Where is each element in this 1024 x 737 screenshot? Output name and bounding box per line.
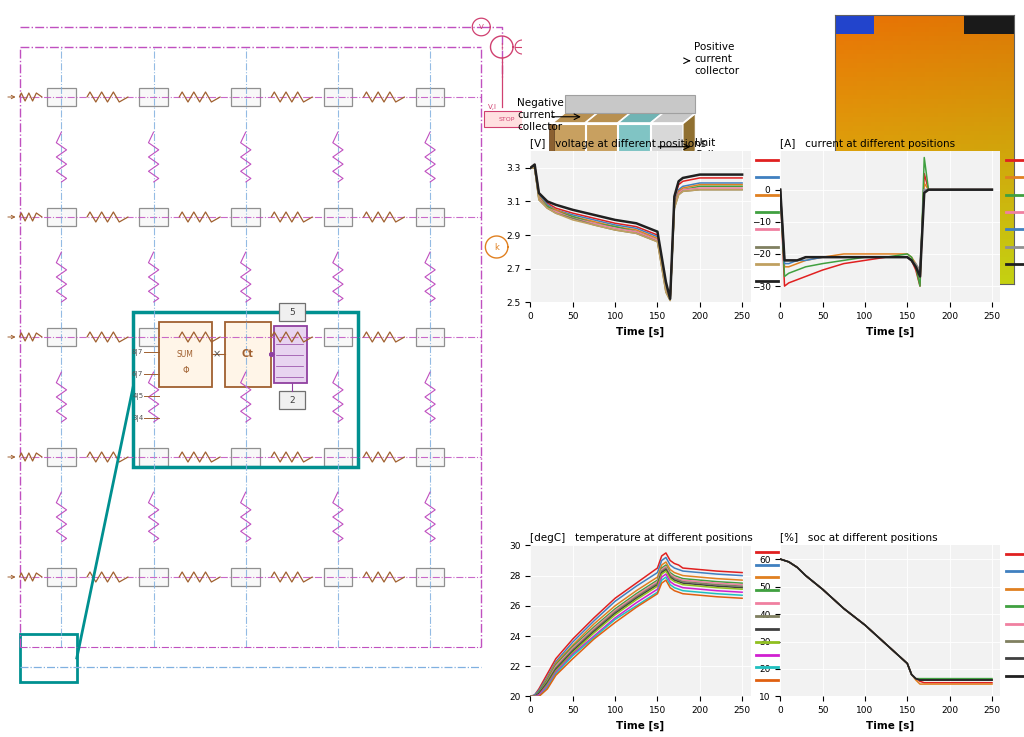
Bar [159,322,212,387]
X-axis label: Time [s]: Time [s] [616,326,665,337]
Bar [586,162,617,199]
Bar [651,238,683,275]
Bar [416,448,444,466]
Bar [553,238,585,275]
Text: Ct: Ct [242,349,254,359]
Bar [484,111,529,127]
Bar [324,208,352,226]
X-axis label: Time [s]: Time [s] [866,721,914,731]
Bar [231,208,260,226]
Polygon shape [618,113,663,123]
Text: Φ: Φ [182,366,188,374]
Text: collector: collector [517,122,562,132]
Bar [618,238,650,275]
Text: [degC]   temperature at different positions: [degC] temperature at different position… [530,533,754,543]
Text: 3|4: 3|4 [132,414,143,422]
Polygon shape [683,190,695,237]
Bar [553,124,585,161]
Text: current: current [517,110,555,119]
Bar [279,391,305,409]
Bar [835,15,873,34]
Bar [231,568,260,586]
Bar [225,322,271,387]
Bar [586,200,617,237]
Polygon shape [553,113,597,123]
Bar [133,312,358,467]
Bar [324,448,352,466]
Text: [%]   soc at different positions: [%] soc at different positions [780,533,938,543]
Text: [A]   current at different positions: [A] current at different positions [780,139,955,149]
Bar [324,568,352,586]
Bar [618,200,650,237]
Text: V,I: V,I [488,104,497,110]
Text: ×: × [213,349,221,359]
Bar [416,208,444,226]
Bar [651,162,683,199]
Bar [651,200,683,237]
Text: 8|7: 8|7 [132,349,143,355]
Bar [324,88,352,106]
Bar [231,448,260,466]
Text: 5: 5 [289,307,295,316]
Bar [139,448,168,466]
Polygon shape [651,113,695,123]
Bar [618,162,650,199]
Text: 6|7: 6|7 [132,371,143,377]
Text: 4|5: 4|5 [132,393,143,399]
Bar [231,88,260,106]
Bar [231,328,260,346]
Bar [416,88,444,106]
Text: SUM: SUM [177,349,194,358]
Text: STOP: STOP [499,116,515,122]
Text: current: current [694,54,732,63]
Polygon shape [586,113,630,123]
Bar [47,328,76,346]
Bar [416,568,444,586]
Text: 2: 2 [289,396,295,405]
X-axis label: Time [s]: Time [s] [866,326,914,337]
Text: Cell: Cell [694,150,714,160]
Text: I: I [501,43,503,52]
Bar [553,200,585,237]
Bar [586,124,617,161]
Bar [549,124,554,275]
Bar [47,568,76,586]
Bar [565,95,695,113]
Bar [586,238,617,275]
Text: Unit: Unit [694,138,716,147]
Bar [139,208,168,226]
Text: k: k [495,242,499,251]
Text: V: V [479,24,483,30]
Bar [139,568,168,586]
Text: Positive: Positive [694,42,734,52]
Bar [279,303,305,321]
Bar [964,15,1014,34]
Text: collector: collector [694,66,739,76]
Polygon shape [683,113,695,161]
Bar [139,328,168,346]
Text: Negative: Negative [517,98,564,108]
Bar [47,88,76,106]
Bar [47,448,76,466]
Text: [V]   voltage at different positions: [V] voltage at different positions [530,139,707,149]
Bar [618,124,650,161]
Polygon shape [683,152,695,199]
Bar [553,162,585,199]
Bar [651,124,683,161]
Polygon shape [683,228,695,275]
Bar [416,328,444,346]
Bar [20,634,77,682]
Bar [274,326,307,383]
Bar [47,208,76,226]
Bar [139,88,168,106]
X-axis label: Time [s]: Time [s] [616,721,665,731]
Bar [324,328,352,346]
